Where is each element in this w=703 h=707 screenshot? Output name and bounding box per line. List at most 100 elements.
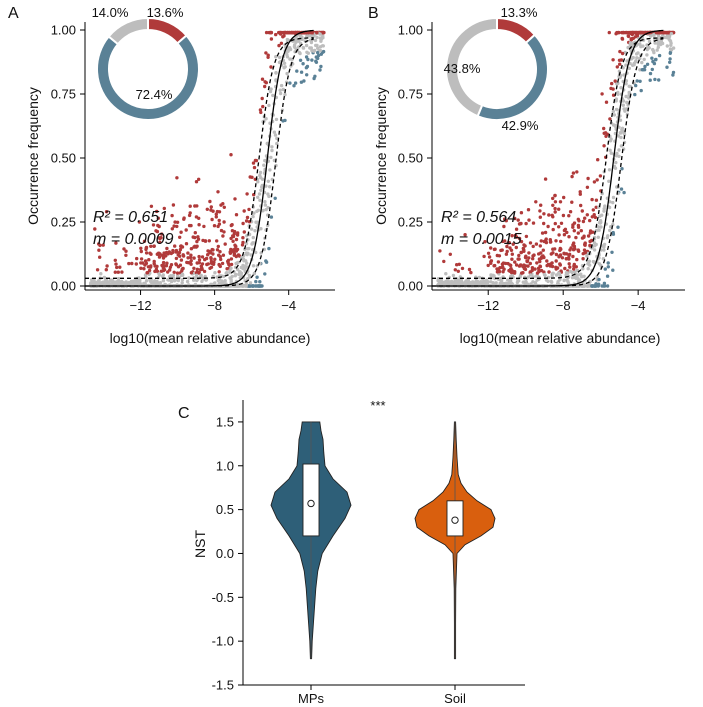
b-point-1441	[619, 135, 623, 140]
a-point-654	[279, 83, 284, 88]
b-point-686	[558, 262, 562, 266]
b-point-92	[486, 263, 490, 268]
a-point-587	[219, 228, 224, 233]
a-point-1442	[309, 30, 313, 35]
b-point-1207	[597, 277, 601, 282]
a-point-1011	[113, 258, 118, 262]
a-point-1450	[120, 281, 125, 285]
b-point-897	[624, 79, 629, 83]
a-point-1174	[145, 271, 149, 275]
a-point-1307	[199, 273, 203, 278]
a-point-1381	[182, 217, 186, 221]
b-point-430	[602, 281, 607, 285]
a-point-1203	[314, 43, 318, 48]
a-point-143	[266, 192, 270, 196]
a-point-1342	[250, 284, 254, 288]
b-point-1472	[516, 257, 520, 261]
b-point-1234	[628, 42, 632, 47]
a-point-1472	[319, 37, 324, 41]
a-point-366	[218, 250, 222, 254]
a-point-1250	[248, 281, 253, 285]
a-point-29	[202, 224, 206, 229]
b-point-1148	[582, 234, 586, 238]
a-point-1102	[221, 253, 226, 257]
a-point-1100	[283, 65, 287, 69]
b-point-250	[625, 59, 629, 63]
a-point-1499	[185, 260, 189, 265]
a-donut-slice-neutral	[107, 16, 149, 46]
b-point-790	[514, 245, 518, 250]
a-point-1256	[260, 96, 264, 101]
a-point-137	[116, 270, 121, 274]
b-point-1475	[621, 129, 625, 134]
a-point-472	[299, 70, 304, 74]
a-point-862	[264, 207, 268, 212]
b-point-1428	[576, 231, 580, 235]
a-point-470	[156, 216, 160, 220]
b-point-1025	[645, 43, 649, 47]
a-point-910	[249, 253, 253, 257]
b-point-1155	[547, 213, 551, 217]
b-point-1173	[559, 239, 563, 244]
b-point-658	[568, 265, 572, 269]
a-point-359	[266, 179, 270, 183]
a-point-239	[124, 253, 128, 257]
b-point-1339	[535, 278, 539, 282]
a-point-1313	[263, 200, 267, 204]
b-y-tick-label-0: 0.00	[398, 279, 423, 294]
a-point-1002	[271, 93, 275, 98]
a-point-663	[236, 253, 241, 257]
b-point-665	[614, 160, 618, 165]
a-point-1197	[122, 247, 126, 251]
a-point-903	[210, 217, 214, 222]
b-point-891	[539, 203, 543, 207]
panel-b-y-ticks: 0.00 0.25 0.50 0.75 1.00	[398, 23, 432, 294]
b-point-332	[590, 215, 594, 219]
b-point-344	[438, 249, 442, 253]
b-x-tick-label-1: −8	[556, 298, 571, 313]
a-ci-upper	[85, 37, 314, 279]
b-point-1235	[606, 234, 610, 238]
a-point-738	[258, 108, 263, 112]
a-point-363	[193, 231, 197, 235]
a-point-1257	[197, 254, 201, 259]
panel-c-significance: ***	[370, 398, 385, 413]
panel-a-x-label: log10(mean relative abundance)	[110, 330, 311, 346]
a-point-976	[142, 239, 147, 243]
a-point-1178	[254, 284, 258, 288]
a-point-18	[217, 218, 221, 223]
a-y-tick-label-0: 0.00	[51, 279, 76, 294]
a-point-1125	[213, 271, 217, 275]
b-point-73	[619, 144, 624, 148]
b-point-8	[526, 208, 531, 212]
a-point-302	[222, 230, 226, 234]
a-point-1496	[157, 224, 161, 229]
panel-a: A −12 −8 −4 0.00 0.25 0.50 0.75 1.00 log10(mea…	[8, 5, 335, 346]
b-point-1381	[561, 213, 566, 218]
a-point-1005	[158, 240, 162, 244]
a-point-537	[162, 206, 166, 211]
b-point-513	[562, 195, 566, 200]
b-point-1280	[583, 250, 588, 255]
b-point-1213	[623, 109, 627, 113]
b-point-1443	[546, 262, 551, 267]
b-point-421	[595, 275, 599, 279]
a-point-833	[115, 265, 119, 270]
a-x-tick-label-2: −4	[281, 298, 296, 313]
b-point-895	[626, 34, 631, 39]
b-point-729	[639, 88, 643, 93]
a-point-1143	[229, 277, 233, 282]
b-point-218	[598, 214, 602, 218]
a-point-776	[274, 55, 278, 59]
b-point-313	[560, 256, 565, 260]
b-point-376	[603, 267, 607, 271]
b-point-1020	[611, 58, 615, 62]
b-point-577	[573, 247, 577, 251]
b-point-1445	[524, 255, 528, 260]
b-point-743	[522, 266, 527, 271]
a-point-627	[97, 248, 101, 252]
b-point-1189	[479, 280, 483, 284]
a-point-1233	[254, 279, 258, 284]
b-point-502	[651, 59, 655, 64]
a-point-1051	[321, 50, 325, 54]
